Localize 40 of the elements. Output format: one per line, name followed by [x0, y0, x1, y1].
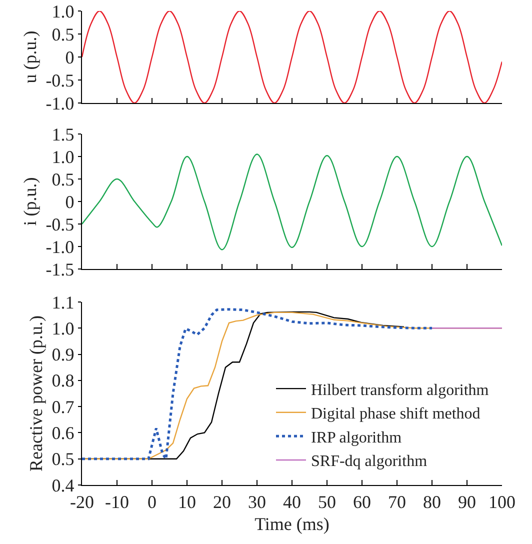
- y-tick-label: -0.5: [46, 70, 74, 90]
- y-tick-label: -0.5: [46, 214, 74, 234]
- y-tick-label: -1.0: [46, 236, 74, 257]
- y-tick-label: 0.9: [52, 344, 74, 365]
- line-series: [82, 154, 502, 250]
- x-tick-label: 40: [283, 492, 301, 512]
- legend-label: IRP algorithm: [311, 429, 402, 446]
- x-tick-label: 80: [423, 492, 441, 512]
- legend-label: Digital phase shift method: [311, 406, 480, 423]
- x-tick-label: -10: [105, 492, 129, 512]
- x-tick-label: 30: [248, 492, 266, 512]
- x-tick-label: 50: [318, 492, 336, 512]
- y-tick-label: 1.0: [52, 146, 74, 167]
- y-tick-label: 1.1: [52, 292, 74, 312]
- y-tick-label: 1.0: [52, 1, 74, 22]
- x-axis-title: Time (ms): [254, 514, 330, 534]
- legend-label: SRF-dq algorithm: [311, 453, 428, 470]
- x-tick-label: 20: [213, 492, 231, 512]
- x-tick-label: 100: [488, 492, 516, 512]
- y-tick-label: 0.5: [52, 24, 74, 44]
- y-tick-label: 0: [65, 192, 74, 212]
- y-tick-label: 0.8: [52, 370, 74, 391]
- y-tick-label: -1.0: [46, 93, 74, 114]
- y-tick-label: 0.7: [52, 396, 74, 417]
- legend-label: Hilbert transform algorithm: [311, 382, 490, 399]
- x-tick-label: 90: [458, 492, 476, 512]
- y-tick-label: 0.6: [52, 423, 74, 444]
- x-tick-label: 70: [388, 492, 406, 512]
- y-axis-title: Reactive power (p.u.): [26, 316, 46, 472]
- x-tick-label: 60: [353, 492, 371, 512]
- x-tick-label: 0: [148, 492, 156, 512]
- y-tick-label: -1.5: [46, 259, 74, 280]
- y-tick-label: 0.5: [52, 449, 74, 470]
- y-tick-label: 0: [65, 47, 74, 68]
- x-tick-label: 10: [178, 492, 196, 512]
- y-axis-title: u (p.u.): [20, 30, 40, 84]
- y-axis-title: i (p.u.): [20, 177, 40, 226]
- y-tick-label: 1.0: [52, 318, 74, 338]
- y-tick-label: 0.5: [52, 169, 74, 190]
- y-tick-label: 1.5: [52, 124, 74, 144]
